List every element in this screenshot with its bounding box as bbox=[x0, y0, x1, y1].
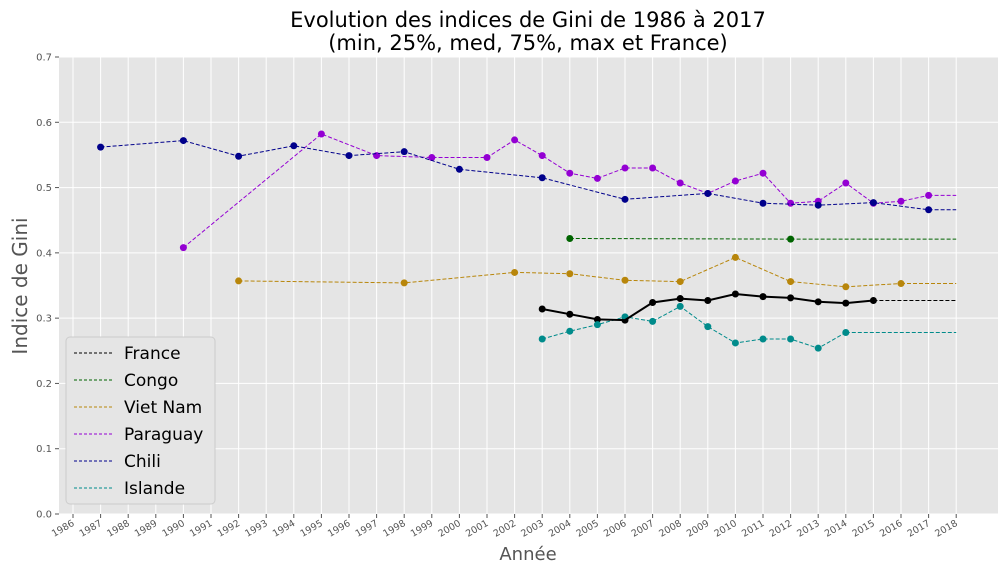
paraguay-point bbox=[593, 174, 601, 182]
y-tick-label: 0.1 bbox=[36, 444, 52, 455]
legend-islande-label: Islande bbox=[124, 479, 185, 499]
chili-point bbox=[925, 206, 933, 214]
islande-point bbox=[759, 335, 767, 343]
paraguay-point bbox=[621, 164, 629, 172]
viet-nam-point bbox=[235, 277, 243, 285]
islande-point bbox=[842, 329, 850, 337]
legend-congo-label: Congo bbox=[124, 371, 178, 391]
paraguay-point bbox=[731, 177, 739, 185]
paraguay-point bbox=[428, 154, 436, 162]
legend-chili-label: Chili bbox=[124, 452, 161, 472]
islande-point bbox=[704, 323, 712, 331]
islande-point bbox=[676, 302, 684, 310]
chili-point bbox=[179, 137, 187, 145]
viet-nam-point bbox=[676, 278, 684, 286]
paraguay-point bbox=[759, 169, 767, 177]
legend-viet-nam-label: Viet Nam bbox=[124, 398, 202, 418]
chart-title: Evolution des indices de Gini de 1986 à … bbox=[290, 8, 766, 32]
chili-point bbox=[538, 174, 546, 182]
y-tick-label: 0.6 bbox=[36, 118, 52, 129]
chili-point bbox=[704, 189, 712, 197]
chili-point bbox=[235, 152, 243, 160]
y-axis-label: Indice de Gini bbox=[8, 217, 32, 354]
y-tick-labels: 0.0 0.1 0.2 0.3 0.4 0.5 0.6 0.7 bbox=[36, 53, 59, 521]
x-axis-label: Année bbox=[499, 544, 556, 565]
y-tick-label: 0.5 bbox=[36, 183, 52, 194]
islande-point bbox=[538, 335, 546, 343]
paraguay-point bbox=[925, 191, 933, 199]
paraguay-point bbox=[897, 197, 905, 205]
series-lines bbox=[97, 130, 957, 352]
chili-point bbox=[869, 199, 877, 207]
grid-lines bbox=[59, 56, 998, 515]
viet-nam-point bbox=[400, 279, 408, 287]
viet-nam-point bbox=[621, 276, 629, 284]
viet-nam-series-line bbox=[238, 256, 902, 288]
chili-point bbox=[345, 152, 353, 160]
viet-nam-point bbox=[566, 270, 574, 278]
paraguay-point bbox=[787, 199, 795, 207]
legend-paraguay-label: Paraguay bbox=[124, 425, 203, 445]
legend-box bbox=[65, 336, 216, 505]
y-tick-label: 0.2 bbox=[36, 379, 52, 390]
chili-point bbox=[814, 201, 822, 209]
paraguay-point bbox=[511, 136, 519, 144]
islande-point bbox=[649, 317, 657, 325]
congo-point bbox=[787, 235, 795, 243]
viet-nam-point bbox=[842, 283, 850, 291]
y-tick-label: 0.0 bbox=[36, 510, 52, 521]
paraguay-point bbox=[483, 154, 491, 162]
paraguay-point bbox=[566, 169, 574, 177]
paraguay-point bbox=[179, 244, 187, 252]
paraguay-point bbox=[649, 164, 657, 172]
paraguay-point bbox=[842, 179, 850, 187]
islande-series-line bbox=[542, 305, 847, 349]
islande-point bbox=[787, 335, 795, 343]
viet-nam-point bbox=[897, 280, 905, 288]
france-solid-line bbox=[542, 292, 874, 322]
viet-nam-point bbox=[787, 278, 795, 286]
legend: France Congo Viet Nam Paraguay Chili Islande bbox=[65, 336, 216, 505]
y-tick-label: 0.3 bbox=[36, 314, 52, 325]
paraguay-point bbox=[538, 152, 546, 160]
y-tick-label: 0.7 bbox=[36, 53, 52, 64]
paraguay-point bbox=[676, 179, 684, 187]
chili-point bbox=[621, 195, 629, 203]
y-tick-label: 0.4 bbox=[36, 248, 52, 259]
viet-nam-point bbox=[731, 253, 739, 261]
legend-france-label: France bbox=[124, 344, 181, 364]
islande-point bbox=[566, 327, 574, 335]
congo-series-line bbox=[569, 238, 791, 240]
congo-point bbox=[566, 234, 574, 242]
chili-point bbox=[97, 143, 105, 151]
chili-point bbox=[290, 142, 298, 150]
islande-point bbox=[814, 344, 822, 352]
chart-subtitle: (min, 25%, med, 75%, max et France) bbox=[328, 31, 728, 55]
chili-point bbox=[759, 199, 767, 207]
viet-nam-point bbox=[511, 268, 519, 276]
islande-point bbox=[593, 321, 601, 329]
islande-point bbox=[731, 339, 739, 347]
chili-point bbox=[455, 165, 463, 173]
paraguay-point bbox=[317, 130, 325, 138]
chili-point bbox=[400, 148, 408, 156]
